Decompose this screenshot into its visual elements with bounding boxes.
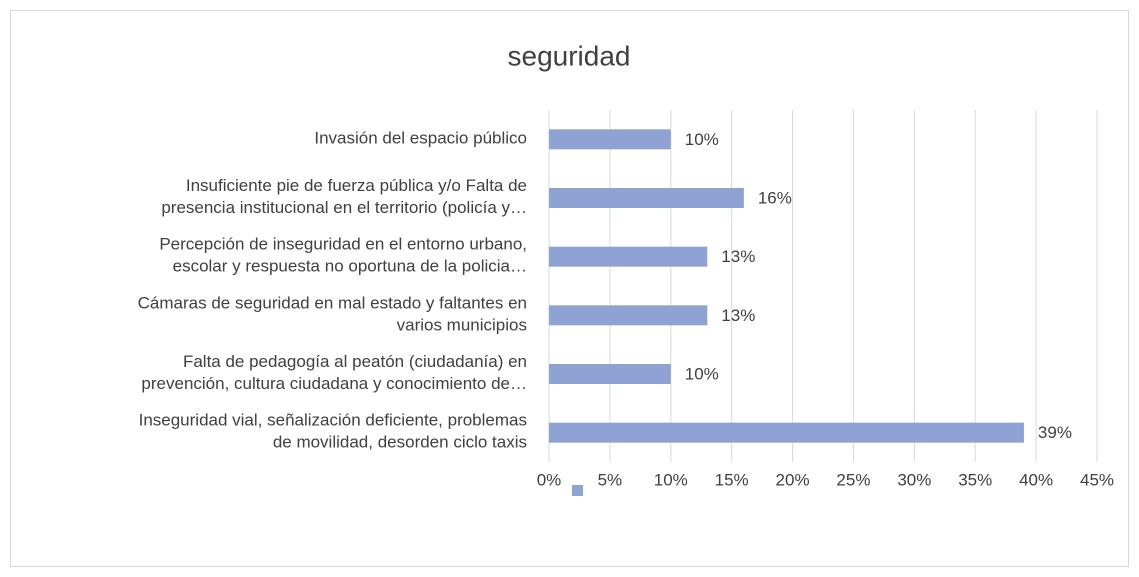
y-tick-label: Inseguridad vial, señalización deficient…: [139, 411, 527, 452]
y-tick-label-line: Inseguridad vial, señalización deficient…: [139, 411, 527, 430]
chart-title: seguridad: [508, 40, 631, 71]
y-tick-label: Falta de pedagogía al peatón (ciudadanía…: [141, 352, 527, 393]
x-tick-label: 40%: [1019, 470, 1053, 489]
x-tick-label: 30%: [897, 470, 931, 489]
y-tick-label-line: varios municipios: [397, 316, 527, 335]
bar: [549, 246, 708, 267]
bar: [549, 422, 1024, 443]
y-tick-label-line: Percepción de inseguridad en el entorno …: [159, 235, 527, 254]
data-label: 39%: [1038, 423, 1072, 442]
y-tick-label-line: prevención, cultura ciudadana y conocimi…: [141, 374, 527, 393]
x-tick-label: 5%: [598, 470, 623, 489]
chart-frame: [10, 10, 1129, 567]
y-tick-label-line: Insuficiente pie de fuerza pública y/o F…: [186, 176, 527, 195]
x-tick-label: 20%: [776, 470, 810, 489]
y-tick-label-line: presencia institucional en el territorio…: [161, 198, 527, 217]
y-tick-label-line: Falta de pedagogía al peatón (ciudadanía…: [183, 352, 527, 371]
y-tick-label: Cámaras de seguridad en mal estado y fal…: [138, 294, 527, 335]
data-label: 13%: [721, 247, 755, 266]
data-label: 10%: [685, 130, 719, 149]
y-tick-label: Percepción de inseguridad en el entorno …: [159, 235, 527, 276]
x-tick-label: 45%: [1080, 470, 1114, 489]
data-label: 13%: [721, 306, 755, 325]
y-tick-label-line: Invasión del espacio público: [314, 129, 527, 148]
data-label: 10%: [685, 364, 719, 383]
x-tick-label: 10%: [654, 470, 688, 489]
y-tick-label: Insuficiente pie de fuerza pública y/o F…: [161, 176, 527, 217]
y-tick-label: Invasión del espacio público: [314, 129, 527, 148]
y-tick-label-line: Cámaras de seguridad en mal estado y fal…: [138, 294, 527, 313]
data-label: 16%: [758, 188, 792, 207]
x-tick-label: 35%: [958, 470, 992, 489]
x-tick-label: 0%: [537, 470, 562, 489]
bar: [549, 188, 744, 208]
bar: [549, 364, 671, 384]
y-tick-label-line: de movilidad, desorden ciclo taxis: [273, 433, 527, 452]
x-tick-label: 15%: [715, 470, 749, 489]
bar: [549, 305, 708, 326]
legend-swatch: [572, 485, 583, 496]
bar: [549, 129, 671, 150]
x-tick-label: 25%: [836, 470, 870, 489]
y-tick-label-line: escolar y respuesta no oportuna de la po…: [173, 257, 527, 276]
